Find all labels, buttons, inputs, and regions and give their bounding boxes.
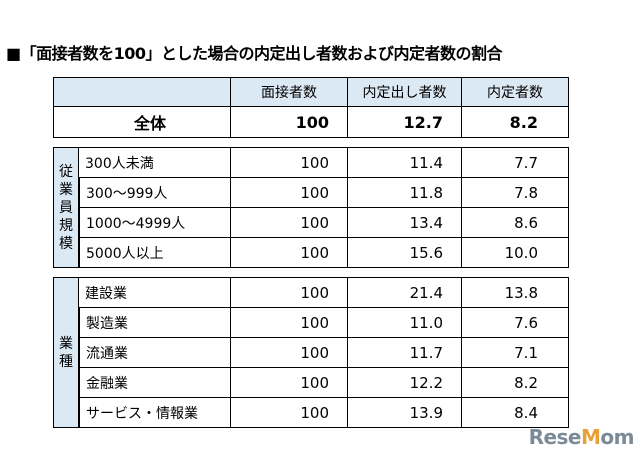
interviewees-value: 100: [231, 308, 348, 338]
total-label: 全体: [53, 107, 231, 138]
table-row: 5000人以上 100 15.6 10.0: [53, 238, 569, 268]
group-label-char: 従: [59, 163, 73, 180]
row-label: 金融業: [79, 368, 231, 398]
hires-value: 8.6: [462, 208, 569, 238]
header-interviewees: 面接者数: [231, 77, 348, 107]
interviewees-value: 100: [231, 148, 348, 178]
gap-cell: [53, 138, 569, 148]
table-row: 製造業 100 11.0 7.6: [53, 308, 569, 338]
hires-value: 13.8: [462, 278, 569, 308]
hires-value: 8.2: [462, 368, 569, 398]
group-label-char: 業: [59, 335, 73, 352]
group-label-char: 業: [59, 181, 73, 198]
row-label: 300人未満: [79, 148, 231, 178]
offers-value: 13.4: [348, 208, 462, 238]
hires-value: 10.0: [462, 238, 569, 268]
total-interviewees: 100: [231, 107, 348, 138]
interviewees-value: 100: [231, 398, 348, 428]
hires-value: 7.6: [462, 308, 569, 338]
hires-value: 7.8: [462, 178, 569, 208]
interviewees-value: 100: [231, 278, 348, 308]
page-title: ■「面接者数を100」とした場合の内定出し者数および内定者数の割合: [6, 44, 503, 63]
interviewees-value: 100: [231, 368, 348, 398]
header-hires: 内定者数: [462, 77, 569, 107]
offers-value: 11.7: [348, 338, 462, 368]
interviewees-value: 100: [231, 208, 348, 238]
total-row: 全体 100 12.7 8.2: [53, 107, 569, 138]
offers-value: 12.2: [348, 368, 462, 398]
row-label: 5000人以上: [79, 238, 231, 268]
header-offers: 内定出し者数: [348, 77, 462, 107]
offers-value: 15.6: [348, 238, 462, 268]
hires-value: 8.4: [462, 398, 569, 428]
offers-value: 11.8: [348, 178, 462, 208]
total-hires: 8.2: [462, 107, 569, 138]
table-row: 従業員規模 300人未満 100 11.4 7.7: [53, 148, 569, 268]
ratio-table: 面接者数 内定出し者数 内定者数 全体 100 12.7 8.2 従業員規模 30…: [53, 77, 569, 428]
row-label: 1000～4999人: [79, 208, 231, 238]
hires-value: 7.1: [462, 338, 569, 368]
table-row: 300～999人 100 11.8 7.8: [53, 178, 569, 208]
group-gap: [53, 268, 569, 278]
table-row: 流通業 100 11.7 7.1: [53, 338, 569, 368]
row-label: サービス・情報業: [79, 398, 231, 428]
interviewees-value: 100: [231, 338, 348, 368]
interviewees-value: 100: [231, 178, 348, 208]
header-blank-cell: [53, 77, 231, 107]
table-row: 1000～4999人 100 13.4 8.6: [53, 208, 569, 238]
table-row: 金融業 100 12.2 8.2: [53, 368, 569, 398]
row-label: 建設業: [79, 278, 231, 308]
group-label-char: 模: [59, 235, 73, 252]
group-gap: [53, 138, 569, 148]
hires-value: 7.7: [462, 148, 569, 178]
offers-value: 13.9: [348, 398, 462, 428]
table-row: 業種建設業 100 21.4 13.8: [53, 278, 569, 428]
table-row: サービス・情報業 100 13.9 8.4: [53, 398, 569, 428]
row-label: 製造業: [79, 308, 231, 338]
group-label-char: 員: [59, 199, 73, 216]
header-row: 面接者数 内定出し者数 内定者数: [53, 77, 569, 107]
offers-value: 11.4: [348, 148, 462, 178]
row-label: 流通業: [79, 338, 231, 368]
offers-value: 11.0: [348, 308, 462, 338]
watermark-logo: ReseMom: [528, 425, 635, 449]
total-offers: 12.7: [348, 107, 462, 138]
group-label: 業種: [53, 278, 79, 428]
offers-value: 21.4: [348, 278, 462, 308]
group-label-char: 種: [59, 353, 73, 370]
group-label-char: 規: [59, 217, 73, 234]
gap-cell: [53, 268, 569, 278]
interviewees-value: 100: [231, 238, 348, 268]
row-label: 300～999人: [79, 178, 231, 208]
group-label: 従業員規模: [53, 148, 79, 268]
